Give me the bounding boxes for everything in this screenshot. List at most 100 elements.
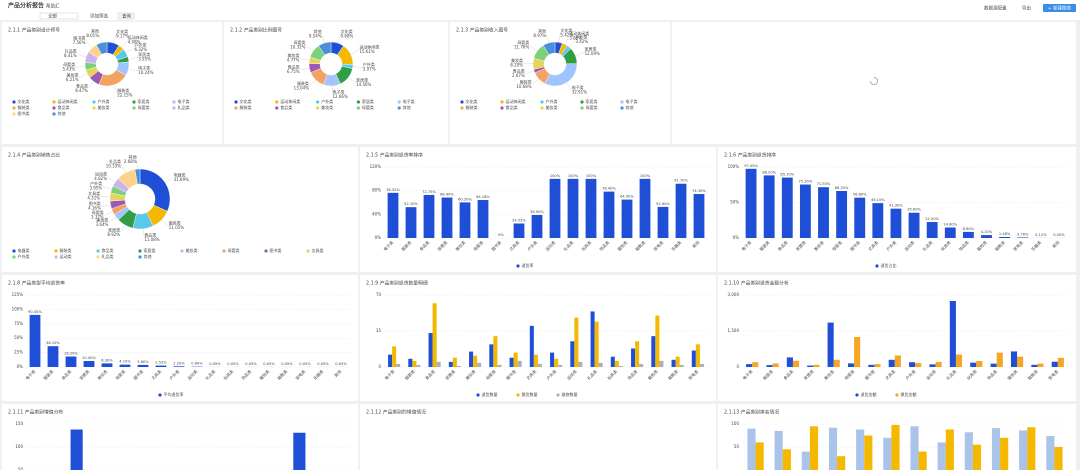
bar	[639, 178, 651, 238]
slice-value: 32.91%	[572, 89, 587, 94]
value-label: 6.30%	[101, 358, 113, 362]
bar	[745, 168, 757, 238]
panel-title: 2.1.8 产品类型平均退货率	[8, 280, 65, 287]
slice-value: 9.54%	[309, 33, 322, 38]
slice-value: 9.68%	[341, 33, 354, 38]
bar	[999, 236, 1011, 238]
bar	[477, 362, 482, 367]
legend-swatch	[264, 249, 268, 253]
slice-value: 8.41%	[64, 53, 77, 58]
bar	[567, 178, 579, 238]
datasource[interactable]: 数据源配置	[984, 5, 1007, 12]
value-label: 75.30%	[799, 180, 813, 184]
export[interactable]: 导出	[1022, 5, 1031, 12]
legend-swatch	[855, 393, 859, 397]
panel	[672, 22, 1076, 144]
bar	[908, 212, 920, 238]
slice-value: 8.20%	[510, 63, 523, 68]
legend-label: 母婴类	[138, 104, 150, 110]
bar	[594, 321, 599, 367]
bar	[1027, 427, 1036, 470]
leader-line	[143, 228, 145, 238]
query-label[interactable]: 查询	[122, 13, 131, 20]
bar	[396, 363, 401, 367]
bar	[955, 354, 963, 367]
bar	[868, 364, 875, 367]
add-filter[interactable]: 添加筛选	[90, 13, 108, 20]
legend-swatch	[476, 393, 480, 397]
leader-line	[299, 58, 310, 61]
leader-line	[100, 196, 111, 198]
new-chart-button[interactable]	[1043, 4, 1076, 12]
bar	[585, 178, 597, 238]
legend-swatch	[516, 393, 520, 397]
bar	[699, 363, 704, 367]
y-tick-label: 3,000	[728, 292, 740, 297]
bar	[1051, 361, 1058, 367]
bar	[65, 356, 77, 367]
slice-label: 运动休闲类	[359, 43, 379, 49]
value-label: 72.75%	[422, 190, 436, 194]
bar	[603, 191, 615, 238]
slice-label: 食品类	[288, 63, 300, 69]
panel-title: 2.1.11 产品类别增值分布	[8, 409, 63, 416]
legend-swatch	[52, 112, 56, 116]
slice-label: 美妆类	[67, 72, 79, 78]
slice-value: 4.08%	[128, 39, 141, 44]
value-label: 2.53%	[155, 361, 167, 365]
panel-title: 2.1.9 产品类别退货数量明细	[366, 280, 428, 287]
leader-line	[102, 186, 112, 190]
bar	[655, 315, 660, 367]
value-label: 1.20%	[173, 361, 185, 365]
bar	[976, 361, 983, 367]
bar	[918, 451, 927, 470]
slice-value: 3.64%	[96, 222, 109, 227]
legend-swatch	[516, 264, 520, 268]
value-label: 0.05%	[335, 362, 347, 366]
query-button[interactable]	[117, 12, 135, 20]
legend-label: 其他	[144, 253, 152, 259]
bar	[755, 442, 764, 470]
filter-input[interactable]	[39, 12, 79, 20]
legend-label: 美妆类	[98, 104, 110, 110]
x-tick-label: 其他	[691, 239, 701, 249]
x-tick-label: 其他	[1050, 239, 1060, 249]
slice-label: 礼品类	[109, 158, 121, 164]
leader-line	[321, 34, 325, 44]
bar	[929, 364, 936, 367]
slice-value: 12.09%	[585, 51, 600, 56]
tab[interactable]: 帮助汇	[46, 3, 60, 10]
slice-value: 3.42%	[575, 39, 588, 44]
bar	[781, 177, 793, 238]
legend-label: 退货数量	[482, 391, 498, 397]
bar	[856, 429, 865, 470]
new-chart-label[interactable]: + 新建图表	[1048, 5, 1072, 12]
leader-line	[568, 40, 576, 48]
slice-value: 2.68%	[124, 159, 137, 164]
leader-line	[76, 53, 87, 58]
slice-label: 其他	[129, 154, 137, 160]
top-bar	[0, 0, 1080, 20]
bar	[782, 449, 791, 470]
legend-swatch	[275, 100, 279, 104]
leader-line	[545, 34, 550, 43]
value-label: 64.18%	[476, 195, 490, 199]
bar	[631, 348, 636, 367]
legend-label: 母婴类	[586, 104, 598, 110]
y-tick-label: 35	[376, 328, 382, 333]
filter-value[interactable]: 全部	[48, 13, 57, 20]
legend-swatch	[620, 106, 624, 110]
leader-line	[558, 33, 561, 43]
leader-line	[98, 33, 102, 43]
bar	[944, 227, 956, 238]
y-tick-label: 150	[15, 421, 23, 426]
leader-line	[121, 40, 128, 48]
leader-line	[529, 45, 538, 52]
legend-swatch	[234, 106, 238, 110]
bar	[837, 456, 846, 470]
value-label: 0.05%	[227, 362, 239, 366]
bar	[693, 194, 705, 238]
legend-swatch	[316, 100, 320, 104]
legend-label: 电子类	[178, 98, 190, 104]
bar	[635, 341, 640, 367]
